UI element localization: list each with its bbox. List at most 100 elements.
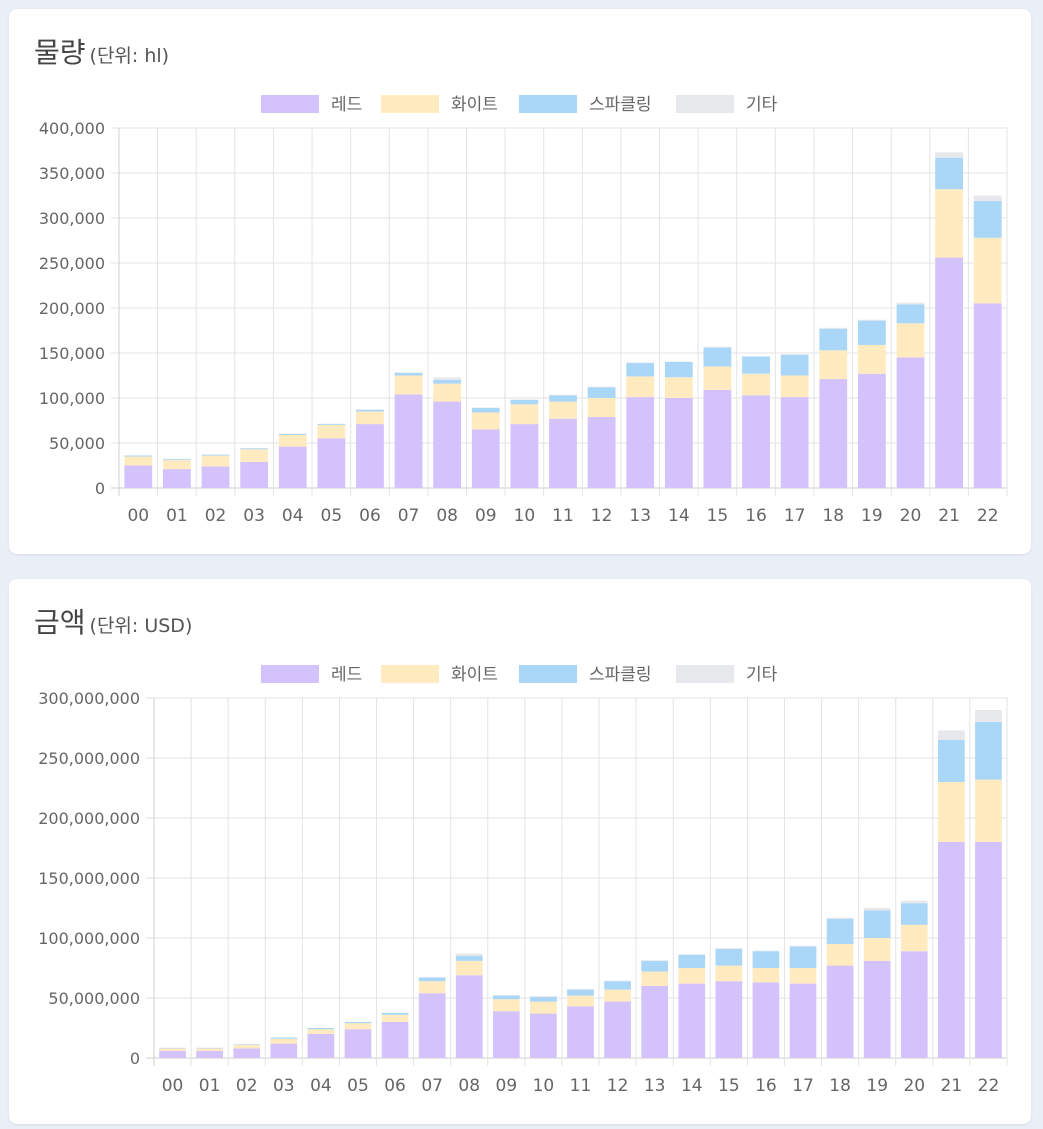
amount-bar-other-13[interactable] xyxy=(641,960,669,961)
amount-bar-other-17[interactable] xyxy=(789,945,817,947)
volume-bar-white-11[interactable] xyxy=(549,401,577,419)
amount-bar-red-18[interactable] xyxy=(826,965,854,1058)
volume-bar-sparkling-04[interactable] xyxy=(278,434,307,435)
volume-bar-white-01[interactable] xyxy=(163,460,191,470)
amount-bar-white-00[interactable] xyxy=(159,1048,186,1051)
amount-bar-sparkling-22[interactable] xyxy=(975,722,1002,780)
volume-bar-red-00[interactable] xyxy=(124,465,153,489)
amount-bar-white-01[interactable] xyxy=(196,1048,223,1051)
volume-legend-swatch-other[interactable] xyxy=(676,95,734,113)
volume-bar-other-18[interactable] xyxy=(819,327,848,329)
volume-bar-white-09[interactable] xyxy=(471,412,500,430)
amount-bar-red-00[interactable] xyxy=(159,1050,186,1058)
volume-legend-label-sparkling[interactable]: 스파클링 xyxy=(589,95,652,115)
amount-bar-other-11[interactable] xyxy=(567,989,594,990)
volume-bar-white-19[interactable] xyxy=(857,344,886,374)
amount-bar-white-15[interactable] xyxy=(715,965,743,982)
amount-bar-sparkling-19[interactable] xyxy=(863,910,891,938)
volume-bar-red-03[interactable] xyxy=(240,461,269,488)
amount-bar-red-03[interactable] xyxy=(270,1043,298,1058)
amount-bar-white-20[interactable] xyxy=(900,924,928,952)
amount-bar-sparkling-08[interactable] xyxy=(455,956,483,961)
amount-legend-swatch-sparkling[interactable] xyxy=(519,665,577,683)
volume-bar-white-13[interactable] xyxy=(626,376,655,398)
volume-bar-other-19[interactable] xyxy=(857,319,886,321)
volume-bar-sparkling-02[interactable] xyxy=(201,454,230,456)
volume-legend-swatch-sparkling[interactable] xyxy=(519,95,577,113)
volume-bar-sparkling-13[interactable] xyxy=(626,362,655,377)
amount-bar-sparkling-14[interactable] xyxy=(678,954,706,968)
volume-bar-white-00[interactable] xyxy=(124,456,153,466)
volume-bar-red-19[interactable] xyxy=(857,373,886,488)
amount-bar-other-18[interactable] xyxy=(826,917,854,919)
volume-bar-other-21[interactable] xyxy=(935,152,963,158)
volume-bar-red-12[interactable] xyxy=(587,416,616,488)
volume-bar-red-21[interactable] xyxy=(935,257,963,488)
volume-bar-sparkling-05[interactable] xyxy=(317,424,346,425)
amount-bar-white-08[interactable] xyxy=(455,960,483,976)
volume-bar-red-05[interactable] xyxy=(317,438,346,489)
volume-bar-sparkling-21[interactable] xyxy=(935,157,963,190)
amount-bar-white-05[interactable] xyxy=(344,1023,372,1030)
amount-bar-other-21[interactable] xyxy=(938,730,965,740)
volume-bar-red-08[interactable] xyxy=(433,401,462,488)
amount-bar-red-19[interactable] xyxy=(863,960,891,1058)
volume-bar-sparkling-19[interactable] xyxy=(857,320,886,345)
amount-bar-other-08[interactable] xyxy=(455,953,483,956)
amount-bar-sparkling-12[interactable] xyxy=(604,981,631,990)
amount-bar-white-09[interactable] xyxy=(492,999,520,1012)
amount-bar-red-13[interactable] xyxy=(641,986,669,1058)
volume-bar-sparkling-07[interactable] xyxy=(394,372,423,376)
amount-bar-sparkling-01[interactable] xyxy=(196,1047,223,1049)
volume-bar-other-22[interactable] xyxy=(973,195,1002,201)
amount-bar-red-04[interactable] xyxy=(307,1034,335,1058)
amount-bar-sparkling-21[interactable] xyxy=(938,740,965,782)
amount-bar-other-15[interactable] xyxy=(715,948,743,949)
amount-bar-red-20[interactable] xyxy=(900,951,928,1058)
volume-bar-red-14[interactable] xyxy=(664,398,693,488)
amount-bar-sparkling-11[interactable] xyxy=(567,989,594,996)
amount-bar-other-14[interactable] xyxy=(678,954,706,955)
amount-bar-sparkling-20[interactable] xyxy=(900,903,928,925)
amount-legend-label-sparkling[interactable]: 스파클링 xyxy=(589,665,652,685)
amount-bar-red-17[interactable] xyxy=(789,983,817,1058)
amount-bar-sparkling-03[interactable] xyxy=(270,1037,298,1039)
amount-bar-other-09[interactable] xyxy=(492,995,520,996)
volume-bar-other-08[interactable] xyxy=(433,377,462,380)
volume-bar-red-17[interactable] xyxy=(780,397,809,488)
amount-bar-white-21[interactable] xyxy=(938,782,965,842)
amount-legend-swatch-other[interactable] xyxy=(676,665,734,683)
volume-bar-white-05[interactable] xyxy=(317,425,346,439)
volume-bar-sparkling-06[interactable] xyxy=(356,409,384,412)
volume-bar-sparkling-20[interactable] xyxy=(896,304,925,324)
volume-bar-red-02[interactable] xyxy=(201,466,230,488)
amount-bar-sparkling-07[interactable] xyxy=(418,977,446,982)
amount-legend-swatch-red[interactable] xyxy=(261,665,319,683)
volume-bar-white-18[interactable] xyxy=(819,350,848,380)
amount-bar-white-17[interactable] xyxy=(789,968,817,984)
volume-bar-red-11[interactable] xyxy=(549,418,577,488)
amount-bar-white-07[interactable] xyxy=(418,981,446,994)
volume-legend-label-other[interactable]: 기타 xyxy=(746,95,778,115)
volume-bar-white-06[interactable] xyxy=(356,411,384,425)
volume-bar-white-17[interactable] xyxy=(780,375,809,398)
volume-legend-label-red[interactable]: 레드 xyxy=(331,95,362,115)
amount-legend-label-red[interactable]: 레드 xyxy=(331,665,362,685)
amount-bar-red-10[interactable] xyxy=(530,1013,557,1058)
amount-bar-white-02[interactable] xyxy=(233,1044,261,1049)
amount-bar-red-14[interactable] xyxy=(678,983,706,1058)
volume-bar-sparkling-22[interactable] xyxy=(973,200,1002,238)
volume-bar-red-20[interactable] xyxy=(896,357,925,489)
amount-bar-sparkling-17[interactable] xyxy=(789,946,817,968)
volume-bar-sparkling-16[interactable] xyxy=(742,356,770,374)
volume-bar-sparkling-15[interactable] xyxy=(703,347,732,367)
amount-bar-white-18[interactable] xyxy=(826,944,854,966)
volume-bar-sparkling-01[interactable] xyxy=(163,459,191,461)
volume-bar-sparkling-12[interactable] xyxy=(587,387,616,398)
amount-bar-white-22[interactable] xyxy=(975,779,1002,842)
volume-bar-white-07[interactable] xyxy=(394,375,423,395)
volume-bar-white-02[interactable] xyxy=(201,455,230,467)
volume-legend-swatch-red[interactable] xyxy=(261,95,319,113)
amount-bar-red-21[interactable] xyxy=(938,842,965,1058)
volume-bar-red-22[interactable] xyxy=(973,303,1002,489)
